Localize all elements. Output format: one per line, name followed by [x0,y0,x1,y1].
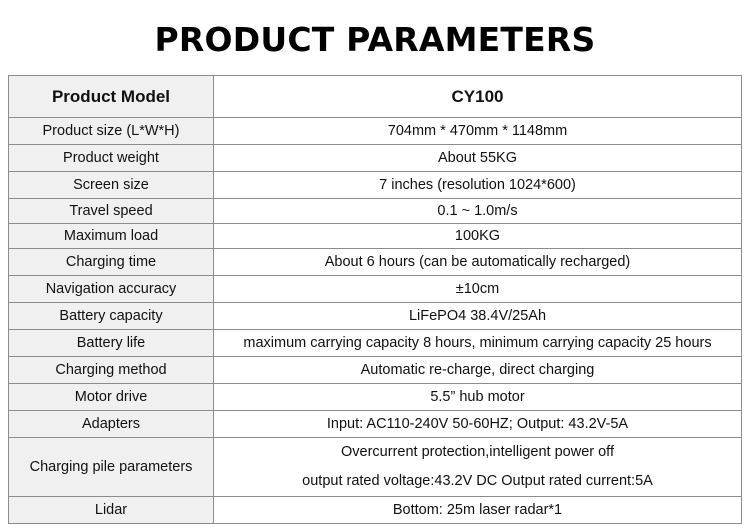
param-value: 0.1 ~ 1.0m/s [213,198,742,224]
param-label: Product weight [8,144,214,172]
param-label: Charging method [8,356,214,384]
param-value: Input: AC110-240V 50-60HZ; Output: 43.2V… [213,410,742,438]
table-row: Charging pile parameters Overcurrent pro… [8,437,742,497]
header-value-cell: CY100 [213,75,742,118]
param-value: 5.5” hub motor [213,383,742,411]
param-label: Motor drive [8,383,214,411]
table-header-row: Product Model CY100 [8,75,742,118]
param-label: Battery capacity [8,302,214,330]
param-value-line: Overcurrent protection,intelligent power… [341,444,614,460]
param-label: Maximum load [8,223,214,249]
param-value-line: output rated voltage:43.2V DC Output rat… [302,473,653,489]
table-row: Lidar Bottom: 25m laser radar*1 [8,496,742,524]
param-value: 7 inches (resolution 1024*600) [213,171,742,199]
param-value: LiFePO4 38.4V/25Ah [213,302,742,330]
param-value: Overcurrent protection,intelligent power… [213,437,742,497]
param-value: Automatic re-charge, direct charging [213,356,742,384]
param-value: 704mm * 470mm * 1148mm [213,117,742,145]
table-row: Charging method Automatic re-charge, dir… [8,356,742,384]
table-row: Adapters Input: AC110-240V 50-60HZ; Outp… [8,410,742,438]
param-value: maximum carrying capacity 8 hours, minim… [213,329,742,357]
page-title: PRODUCT PARAMETERS [154,20,596,59]
param-value: About 55KG [213,144,742,172]
table-row: Travel speed 0.1 ~ 1.0m/s [8,198,742,224]
product-parameters-table: Product Model CY100 Product size (L*W*H)… [8,75,742,524]
table-row: Charging time About 6 hours (can be auto… [8,248,742,276]
param-label: Lidar [8,496,214,524]
table-row: Motor drive 5.5” hub motor [8,383,742,411]
table-row: Battery life maximum carrying capacity 8… [8,329,742,357]
table-row: Product size (L*W*H) 704mm * 470mm * 114… [8,117,742,145]
param-label: Screen size [8,171,214,199]
param-label: Product size (L*W*H) [8,117,214,145]
table-row: Maximum load 100KG [8,223,742,249]
param-value: About 6 hours (can be automatically rech… [213,248,742,276]
param-label: Travel speed [8,198,214,224]
table-row: Screen size 7 inches (resolution 1024*60… [8,171,742,199]
table-row: Battery capacity LiFePO4 38.4V/25Ah [8,302,742,330]
param-label: Navigation accuracy [8,275,214,303]
table-row: Product weight About 55KG [8,144,742,172]
header-label-cell: Product Model [8,75,214,118]
table-row: Navigation accuracy ±10cm [8,275,742,303]
param-label: Charging pile parameters [8,437,214,497]
param-value: ±10cm [213,275,742,303]
param-value: 100KG [213,223,742,249]
param-label: Charging time [8,248,214,276]
param-value: Bottom: 25m laser radar*1 [213,496,742,524]
param-label: Adapters [8,410,214,438]
param-label: Battery life [8,329,214,357]
